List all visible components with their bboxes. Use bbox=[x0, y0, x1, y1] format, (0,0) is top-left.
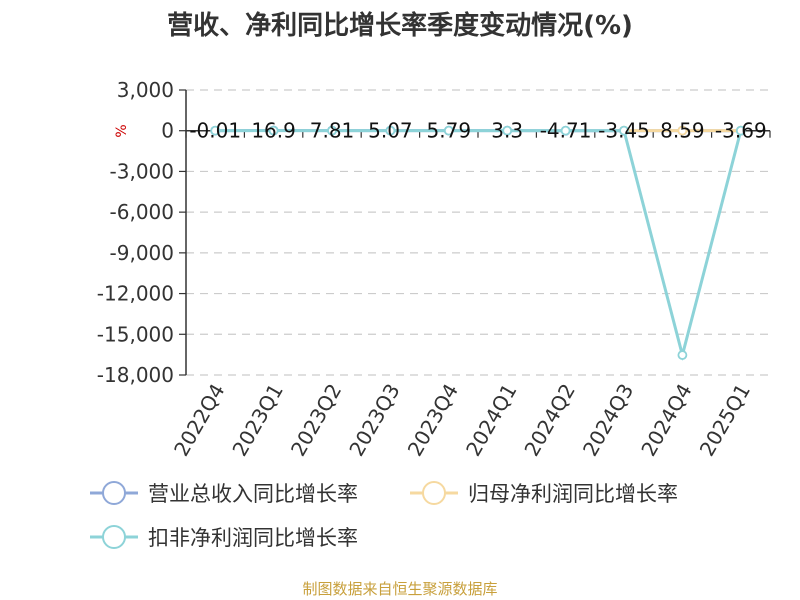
x-tick-labels: 2022Q42023Q12023Q22023Q32023Q42024Q12024… bbox=[169, 380, 755, 461]
legend-marker bbox=[102, 525, 126, 549]
legend-label: 归母净利润同比增长率 bbox=[468, 482, 678, 506]
series-line-2 bbox=[215, 129, 743, 362]
y-tick-label: -12,000 bbox=[97, 282, 174, 306]
legend-item[interactable]: 营业总收入同比增长率 bbox=[90, 481, 358, 506]
data-label: 5.07 bbox=[368, 119, 413, 143]
data-label: -3.69 bbox=[715, 119, 767, 143]
data-point bbox=[385, 125, 396, 136]
x-tick-label: 2024Q4 bbox=[636, 380, 696, 461]
y-tick-label: -3,000 bbox=[110, 159, 174, 183]
data-label: 16.9 bbox=[251, 119, 296, 143]
y-tick-labels: 3,000 0 -3,000 -6,000 -9,000 -12,000 -15,000 -1… bbox=[97, 78, 174, 387]
series-group bbox=[210, 125, 746, 362]
legend-item[interactable]: 扣非净利润同比增长率 bbox=[90, 525, 358, 550]
x-tick-label: 2025Q1 bbox=[695, 380, 755, 461]
data-source: 制图数据来自恒生聚源数据库 bbox=[302, 580, 497, 598]
data-point bbox=[327, 125, 337, 136]
y-unit-label: % bbox=[114, 124, 130, 137]
legend-label: 扣非净利润同比增长率 bbox=[148, 526, 358, 550]
data-point bbox=[502, 125, 513, 136]
data-point bbox=[677, 350, 688, 360]
data-point bbox=[735, 125, 746, 136]
x-tick-label: 2022Q4 bbox=[169, 380, 229, 461]
x-tick-label: 2023Q2 bbox=[286, 380, 346, 461]
data-label: 5.79 bbox=[427, 119, 472, 143]
data-label: 3.3 bbox=[491, 119, 523, 143]
x-tick-label: 2023Q3 bbox=[344, 380, 404, 461]
y-tick-label: 0 bbox=[161, 119, 174, 143]
data-point bbox=[268, 125, 279, 136]
y-tick-label: -6,000 bbox=[110, 200, 174, 224]
data-point bbox=[619, 125, 629, 136]
data-point bbox=[443, 125, 454, 136]
x-tick-label: 2023Q1 bbox=[227, 380, 287, 461]
y-tick-label: -18,000 bbox=[97, 363, 174, 387]
data-label: 8.59 bbox=[660, 119, 705, 143]
chart-title: 营收、净利同比增长率季度变动情况(%) bbox=[167, 10, 633, 41]
legend-marker bbox=[422, 481, 446, 505]
legend-label: 营业总收入同比增长率 bbox=[148, 482, 358, 506]
data-label: -4.71 bbox=[540, 119, 592, 143]
data-label: 7.81 bbox=[310, 119, 355, 143]
y-tick-label: -15,000 bbox=[97, 322, 174, 346]
data-labels: -0.01 16.9 7.81 5.07 5.79 3.3 -4.71 -3.45 8.59 -3… bbox=[189, 119, 766, 143]
legend-item[interactable]: 归母净利润同比增长率 bbox=[410, 481, 678, 506]
data-label: -0.01 bbox=[189, 119, 241, 143]
x-tick-label: 2024Q3 bbox=[578, 380, 638, 461]
data-point bbox=[210, 125, 221, 136]
legend-marker bbox=[102, 481, 126, 505]
data-point bbox=[560, 125, 571, 136]
data-label: -3.45 bbox=[598, 119, 650, 143]
x-tick-label: 2024Q1 bbox=[461, 380, 521, 461]
y-tick-label: -9,000 bbox=[110, 241, 174, 265]
data-point bbox=[677, 125, 688, 136]
y-tick-label: 3,000 bbox=[117, 78, 174, 102]
x-tick-label: 2023Q4 bbox=[403, 380, 463, 461]
x-tick-label: 2024Q2 bbox=[519, 380, 579, 461]
